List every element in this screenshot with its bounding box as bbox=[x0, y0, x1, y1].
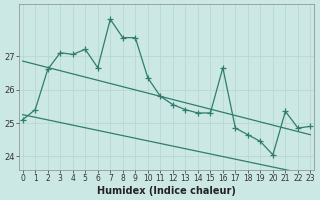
X-axis label: Humidex (Indice chaleur): Humidex (Indice chaleur) bbox=[97, 186, 236, 196]
